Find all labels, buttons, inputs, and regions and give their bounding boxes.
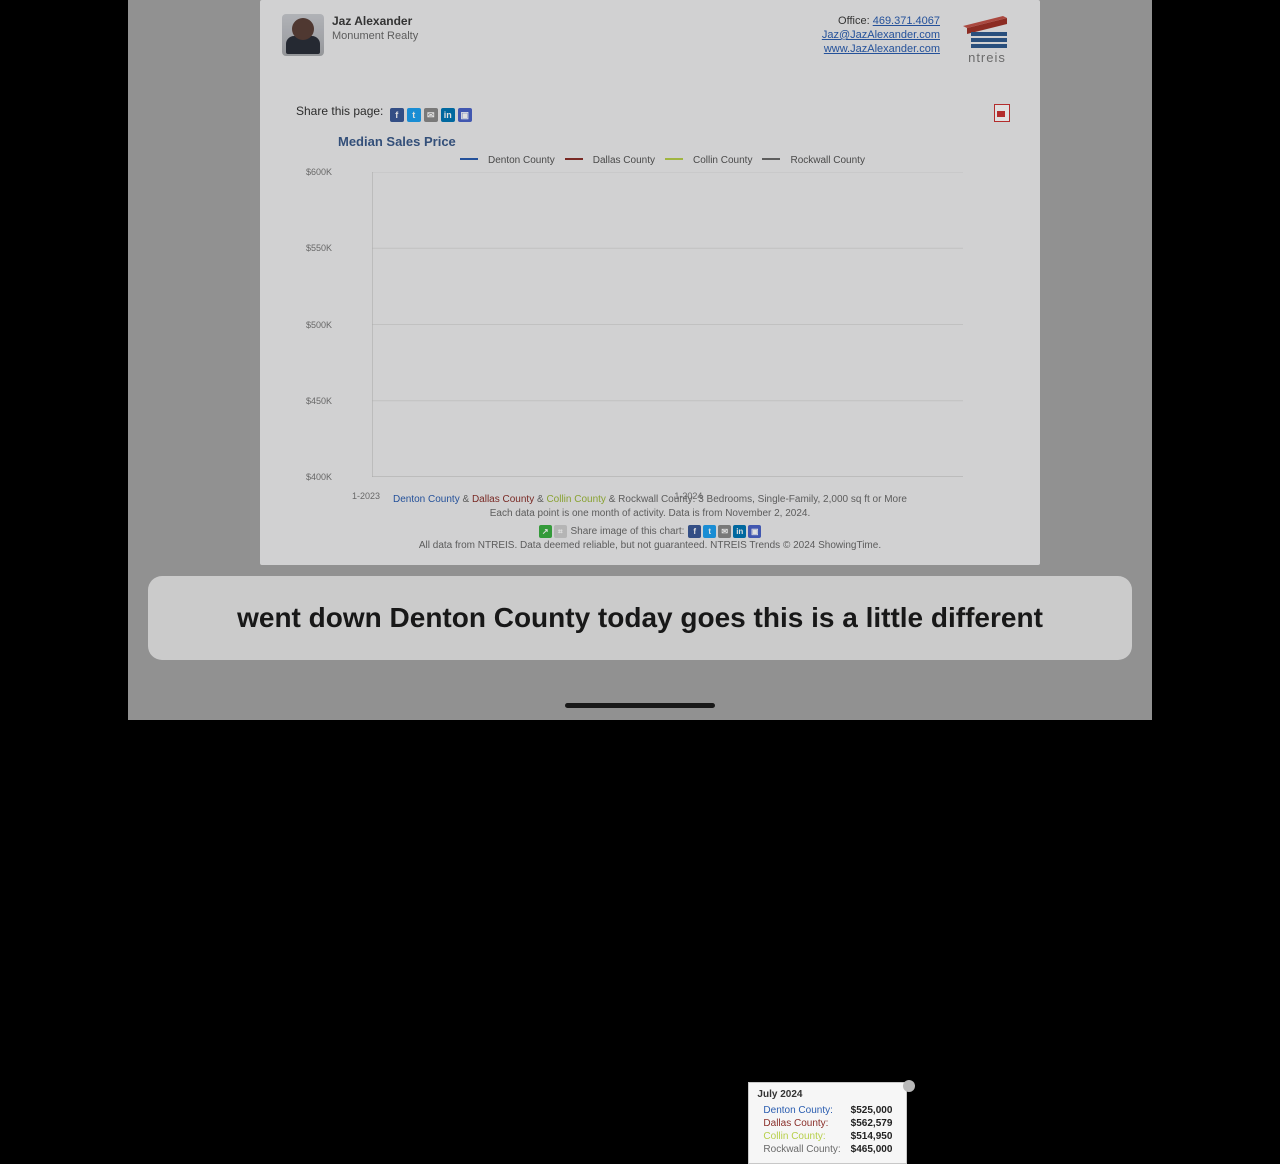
ytick-label: $450K — [306, 396, 332, 406]
header: Jaz Alexander Monument Realty Office: 46… — [260, 0, 1040, 70]
report-sheet: Jaz Alexander Monument Realty Office: 46… — [260, 0, 1040, 565]
facebook-icon[interactable]: f — [688, 525, 701, 538]
linkedin-icon[interactable]: in — [441, 108, 455, 122]
ytick-label: $600K — [306, 167, 332, 177]
logo-glyph — [959, 12, 1015, 48]
email-icon[interactable]: ✉ — [424, 108, 438, 122]
facebook-icon[interactable]: f — [390, 108, 404, 122]
agent-name: Jaz Alexander — [332, 14, 412, 28]
chart-container: Median Sales Price Denton County Dallas C… — [324, 134, 1014, 484]
undefined-icon[interactable]: ⌗ — [554, 525, 567, 538]
share-row: Share this page: ft✉in▣ — [296, 104, 472, 122]
share-icon[interactable]: ▣ — [748, 525, 761, 538]
agent-company: Monument Realty — [332, 30, 418, 42]
phone-link[interactable]: 469.371.4067 — [873, 15, 940, 27]
chart-share-label: Share image of this chart: — [571, 526, 685, 537]
email-link[interactable]: Jaz@JazAlexander.com — [822, 29, 940, 41]
home-indicator — [565, 703, 715, 708]
pdf-icon[interactable] — [994, 104, 1010, 122]
video-caption: went down Denton County today goes this … — [148, 576, 1132, 660]
ytick-label: $500K — [306, 320, 332, 330]
legend-item: Collin County — [665, 155, 752, 166]
legend-item: Dallas County — [565, 155, 655, 166]
agent-avatar — [282, 14, 324, 56]
credit-line: All data from NTREIS. Data deemed reliab… — [260, 539, 1040, 553]
note-line: Each data point is one month of activity… — [260, 507, 1040, 521]
ytick-label: $400K — [306, 472, 332, 482]
ytick-label: $550K — [306, 243, 332, 253]
email-icon[interactable]: ✉ — [718, 525, 731, 538]
twitter-icon[interactable]: t — [703, 525, 716, 538]
chart-legend: Denton County Dallas County Collin County R… — [460, 155, 1014, 166]
legend-item: Denton County — [460, 155, 555, 166]
criteria-line: Denton County & Dallas County & Collin C… — [260, 493, 1040, 507]
contact-block: Office: 469.371.4067 Jaz@JazAlexander.co… — [822, 14, 940, 56]
twitter-icon[interactable]: t — [407, 108, 421, 122]
tooltip: July 2024Denton County:$525,000Dallas Co… — [748, 1082, 907, 1164]
undefined-icon[interactable]: ↗ — [539, 525, 552, 538]
brand-logo: ntreis — [952, 12, 1022, 65]
website-link[interactable]: www.JazAlexander.com — [824, 43, 940, 55]
stage: Jaz Alexander Monument Realty Office: 46… — [128, 0, 1152, 720]
avatar-caption — [282, 56, 284, 65]
chart-share-row: ↗⌗ Share image of this chart: ft✉in▣ — [260, 525, 1040, 539]
legend-item: Rockwall County — [762, 155, 864, 166]
chart-title: Median Sales Price — [338, 134, 1014, 149]
plot-svg — [372, 172, 997, 477]
brand-text: ntreis — [952, 50, 1022, 65]
hover-marker — [903, 1080, 915, 1092]
office-label: Office: — [838, 15, 870, 27]
share-label: Share this page: — [296, 104, 383, 118]
plot-area: $400K$450K$500K$550K$600K 1-20231-2024 J… — [338, 172, 963, 477]
chart-footer: Denton County & Dallas County & Collin C… — [260, 493, 1040, 553]
linkedin-icon[interactable]: in — [733, 525, 746, 538]
share-icon[interactable]: ▣ — [458, 108, 472, 122]
